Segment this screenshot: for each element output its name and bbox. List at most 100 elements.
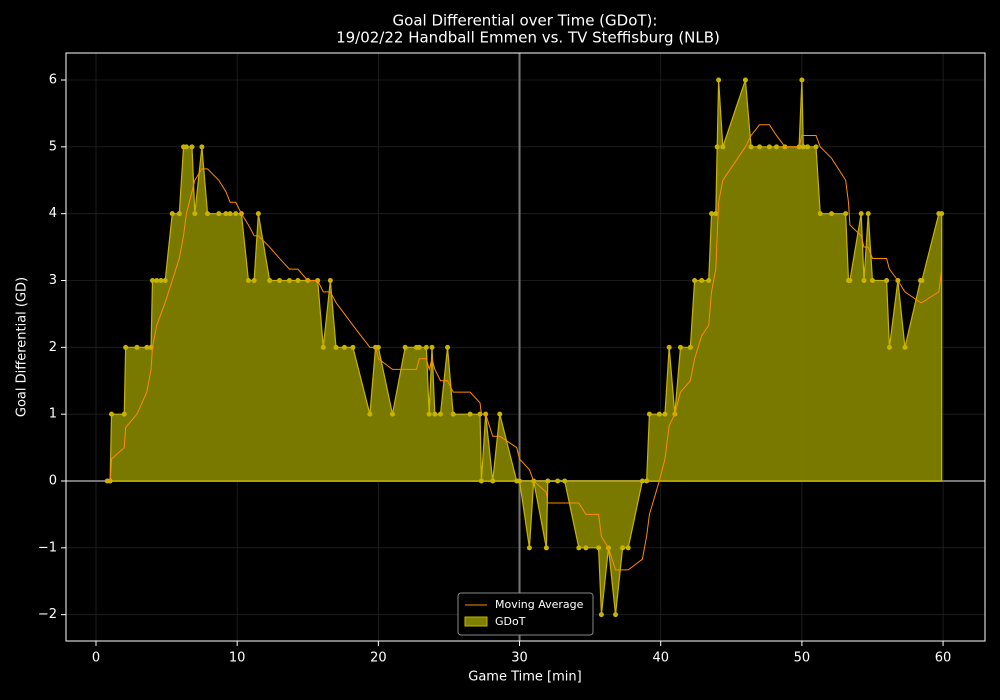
gdot-point: [843, 211, 849, 217]
gdot-point: [639, 478, 645, 484]
gdot-point: [662, 411, 668, 417]
gdot-point: [426, 411, 432, 417]
gdot-point: [432, 411, 438, 417]
gdot-point: [526, 545, 532, 551]
y-tick-label: 3: [49, 273, 57, 288]
x-axis-label: Game Time [min]: [468, 670, 581, 685]
gdot-point: [919, 278, 925, 284]
y-axis-label: Goal Differential (GD): [15, 277, 30, 417]
gdot-point: [490, 478, 496, 484]
gdot-point: [176, 211, 182, 217]
gdot-point: [884, 278, 890, 284]
gdot-point: [216, 211, 222, 217]
x-tick-label: 30: [511, 651, 528, 666]
gdot-point: [123, 344, 129, 350]
gdot-point: [742, 77, 748, 83]
y-tick-label: 4: [49, 206, 57, 221]
gdot-point: [666, 344, 672, 350]
gdot-point: [716, 77, 722, 83]
gdot-point: [939, 211, 945, 217]
gdot-point: [869, 278, 875, 284]
gdot-point: [799, 77, 805, 83]
gdot-point: [227, 211, 233, 217]
gdot-point: [423, 344, 429, 350]
gdot-point: [656, 411, 662, 417]
gdot-point: [757, 144, 763, 150]
gdot-point: [205, 211, 211, 217]
gdot-point: [858, 211, 864, 217]
gdot-point: [545, 478, 551, 484]
gdot-point: [437, 411, 443, 417]
gdot-point: [706, 278, 712, 284]
x-tick-label: 0: [92, 651, 100, 666]
moving-average-line: [107, 124, 943, 571]
y-tick-label: 5: [49, 139, 57, 154]
y-tick-label: −2: [38, 607, 57, 622]
gdot-point: [620, 545, 626, 551]
gdot-point: [267, 278, 273, 284]
gdot-point: [709, 211, 715, 217]
gdot-point: [598, 612, 604, 618]
gdot-point: [699, 278, 705, 284]
gdot-point: [766, 144, 772, 150]
gdot-point: [255, 211, 261, 217]
gdot-point: [445, 344, 451, 350]
x-tick-label: 40: [652, 651, 669, 666]
gdot-point: [861, 278, 867, 284]
gdot-point: [865, 211, 871, 217]
y-tick-label: 0: [49, 474, 57, 489]
gdot-point: [687, 344, 693, 350]
legend-swatch: [464, 616, 488, 627]
gdot-point: [158, 278, 164, 284]
gdot-point: [613, 612, 619, 618]
gdot-point: [625, 545, 631, 551]
gdot-point: [720, 144, 726, 150]
gdot-point: [154, 278, 160, 284]
gdot-point: [320, 344, 326, 350]
gdot-point: [389, 411, 395, 417]
x-tick-label: 20: [370, 651, 387, 666]
gdot-point: [429, 344, 435, 350]
x-tick-label: 10: [229, 651, 246, 666]
gdot-point: [902, 344, 908, 350]
gdot-point: [677, 344, 683, 350]
gdot-point: [295, 278, 301, 284]
gdot-point: [813, 144, 819, 150]
gdot-point: [341, 344, 347, 350]
gdot-point: [416, 344, 422, 350]
chart-title: Goal Differential over Time (GDoT):: [393, 12, 658, 30]
gdot-point: [333, 344, 339, 350]
gdot-point: [805, 144, 811, 150]
gdot-point: [644, 478, 650, 484]
y-tick-label: 6: [49, 73, 57, 88]
legend-label: Moving Average: [495, 598, 584, 611]
gdot-point: [245, 278, 251, 284]
gdot-point: [555, 478, 561, 484]
gdot-point: [692, 278, 698, 284]
gdot-point: [192, 211, 198, 217]
gdot-point: [497, 411, 503, 417]
gdot-point: [162, 278, 168, 284]
gdot-point: [450, 411, 456, 417]
gdot-point: [367, 411, 373, 417]
gdot-point: [748, 144, 754, 150]
gdot-point: [375, 344, 381, 350]
gdot-point: [576, 545, 582, 551]
gdot-point: [350, 344, 356, 350]
gdot-point: [583, 545, 589, 551]
y-tick-label: 2: [49, 340, 57, 355]
gdot-point: [199, 144, 205, 150]
gdot-point: [149, 278, 155, 284]
gdot-point: [478, 478, 484, 484]
gdot-point: [233, 211, 239, 217]
gdot-point: [189, 144, 195, 150]
gdot-point: [223, 211, 229, 217]
gdot-point: [169, 211, 175, 217]
gdot-point: [517, 478, 523, 484]
gdot-point: [847, 278, 853, 284]
x-tick-label: 50: [794, 651, 811, 666]
y-tick-label: 1: [49, 407, 57, 422]
chart-subtitle: 19/02/22 Handball Emmen vs. TV Steffisbu…: [336, 29, 720, 47]
gdot-point: [134, 344, 140, 350]
